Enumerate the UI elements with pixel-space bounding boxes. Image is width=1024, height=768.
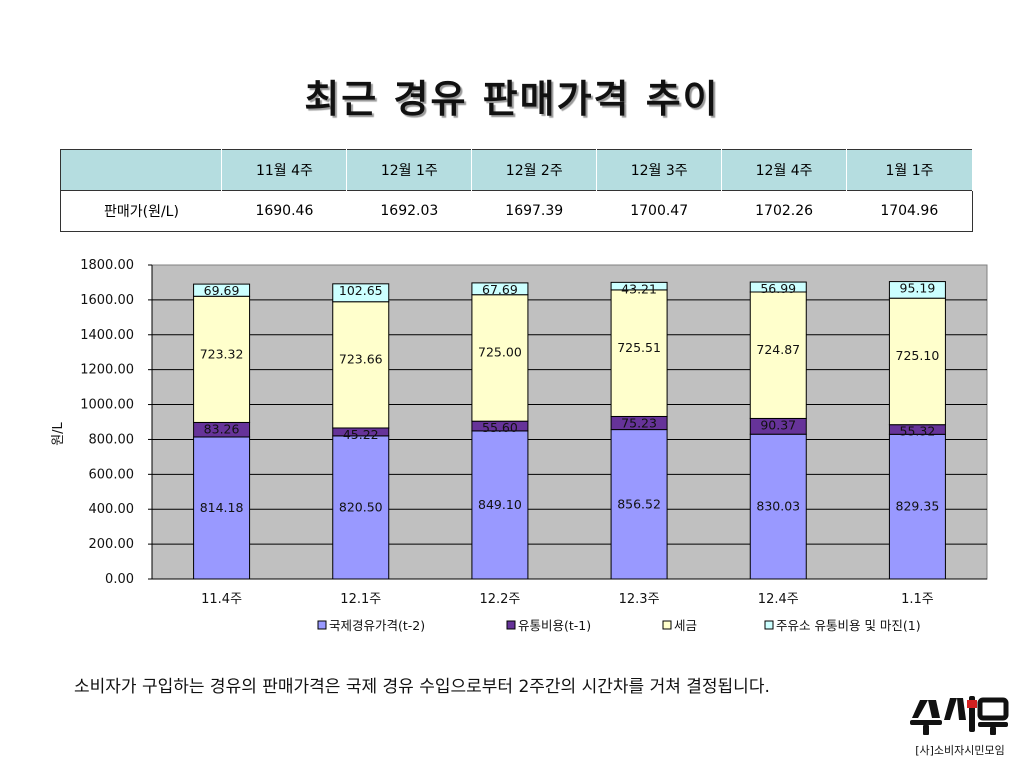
bar-segment — [888, 433, 946, 580]
y-tick-label: 200.00 — [89, 537, 135, 552]
bar-segment — [193, 295, 251, 423]
data-label: 67.69 — [482, 282, 518, 297]
table-header-cell: 1월 1주 — [846, 149, 973, 191]
data-label: 814.18 — [200, 500, 244, 515]
chart-svg: 0.00 200.00 400.00 600.00 800.00 1000.00 1200.… — [51, 258, 988, 633]
caption-text: 소비자가 구입하는 경유의 판매가격은 국제 경유 수입으로부터 2주간의 시간… — [74, 677, 770, 697]
table-cell: 1692.03 — [346, 190, 472, 232]
legend-swatch — [506, 620, 516, 630]
x-tick-label: 1.1주 — [901, 592, 934, 607]
data-label: 56.99 — [760, 281, 796, 296]
table-cell: 1700.47 — [596, 190, 722, 232]
data-label: 69.69 — [204, 283, 240, 298]
table-header-cell: 12월 2주 — [471, 149, 598, 191]
data-label: 849.10 — [478, 497, 522, 512]
x-tick-label: 12.3주 — [619, 592, 660, 607]
legend-label: 세금 — [674, 618, 697, 633]
table-header-cell: 12월 3주 — [596, 149, 723, 191]
table-cell: 1690.46 — [221, 190, 347, 232]
x-tick-label: 11.4주 — [201, 592, 242, 607]
data-label: 55.32 — [900, 424, 936, 439]
legend-swatch — [317, 620, 327, 630]
table-cell: 1702.26 — [721, 190, 847, 232]
data-label: 820.50 — [339, 499, 383, 514]
data-label: 724.87 — [756, 342, 800, 357]
bar-segment — [471, 294, 529, 422]
bar-segment — [332, 283, 390, 303]
table-header-cell — [60, 149, 223, 191]
y-tick-label: 400.00 — [89, 502, 135, 517]
data-label: 102.65 — [339, 283, 383, 298]
data-label: 830.03 — [756, 499, 800, 514]
price-table: 11월 4주 12월 1주 12월 2주 12월 3주 12월 4주 1월 1주… — [60, 149, 973, 232]
legend-swatch — [764, 620, 774, 630]
y-tick-label: 1000.00 — [80, 398, 134, 413]
y-tick-label: 1600.00 — [80, 293, 134, 308]
organization-logo: [사]소비자시민모임 — [906, 694, 1014, 760]
y-tick-label: 1800.00 — [80, 258, 134, 273]
bar-segment — [193, 283, 251, 297]
legend-label: 유통비용(t-1) — [518, 618, 591, 633]
table-cell: 1697.39 — [471, 190, 597, 232]
bar-segment — [749, 433, 807, 580]
y-tick-label: 600.00 — [89, 467, 135, 482]
bar-segment — [471, 430, 529, 580]
data-label: 725.00 — [478, 345, 522, 360]
data-label: 45.22 — [343, 427, 379, 442]
data-label: 55.60 — [482, 420, 518, 435]
data-label: 90.37 — [760, 417, 796, 432]
bar-segment — [610, 289, 668, 417]
bar-segment — [888, 297, 946, 426]
y-tick-label: 0.00 — [105, 572, 134, 587]
bar-segment — [888, 281, 946, 299]
table-cell: 1704.96 — [846, 190, 973, 232]
data-label: 723.32 — [200, 346, 244, 361]
bar-segment — [193, 436, 251, 580]
plot-area — [151, 264, 988, 580]
bar-segment — [749, 291, 807, 419]
data-label: 725.10 — [896, 348, 940, 363]
bar-segment — [332, 301, 390, 429]
x-tick-label: 12.4주 — [758, 592, 799, 607]
legend-label: 주유소 유통비용 및 마진(1) — [776, 618, 921, 633]
x-tick-label: 12.1주 — [340, 592, 381, 607]
bar-segment — [749, 281, 807, 293]
data-label: 725.51 — [617, 340, 661, 355]
bar-segment — [471, 282, 529, 296]
logo-text: [사]소비자시민모임 — [915, 744, 1005, 757]
legend-swatch — [662, 620, 672, 630]
y-axis-label: 원/L — [51, 421, 66, 445]
y-tick-label: 1200.00 — [80, 363, 134, 378]
bar-segment — [610, 281, 668, 291]
x-tick-label: 12.2주 — [479, 592, 520, 607]
table-header-cell: 11월 4주 — [221, 149, 348, 191]
legend-label: 국제경유가격(t-2) — [329, 618, 425, 633]
data-label: 83.26 — [204, 421, 240, 436]
y-tick-label: 1400.00 — [80, 328, 134, 343]
data-label: 829.35 — [896, 499, 940, 514]
table-header-cell: 12월 1주 — [346, 149, 473, 191]
price-table-header-row: 11월 4주 12월 1주 12월 2주 12월 3주 12월 4주 1월 1주 — [60, 149, 973, 191]
table-row-label: 판매가(원/L) — [60, 190, 222, 232]
logo-icon: [사]소비자시민모임 — [910, 696, 1009, 757]
data-label: 95.19 — [900, 281, 936, 296]
slide-title: 최근 경유 판매가격 추이 — [304, 76, 720, 121]
data-label: 43.21 — [621, 281, 657, 296]
table-row: 판매가(원/L) 1690.46 1692.03 1697.39 1700.47… — [60, 190, 973, 232]
y-tick-label: 800.00 — [89, 432, 135, 447]
table-header-cell: 12월 4주 — [721, 149, 848, 191]
data-label: 75.23 — [621, 415, 657, 430]
data-label: 723.66 — [339, 352, 383, 367]
data-label: 856.52 — [617, 496, 661, 511]
